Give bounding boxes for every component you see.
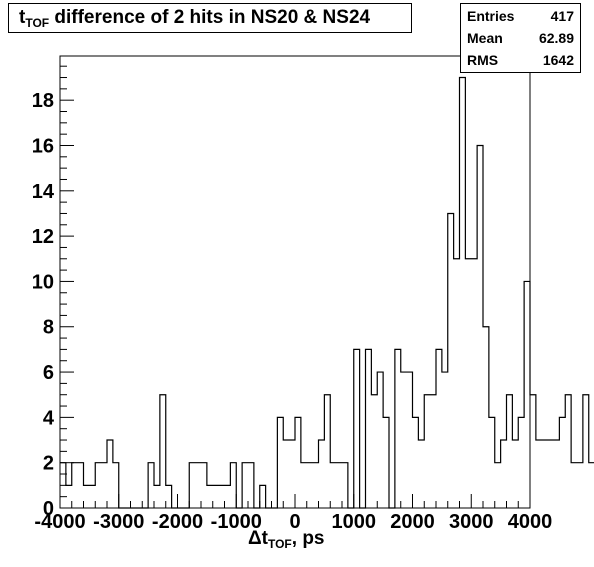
- title-prefix-subscript: TOF: [25, 16, 50, 30]
- x-tick-label: 2000: [390, 511, 435, 533]
- stats-value: 1642: [542, 52, 574, 68]
- x-tick-label: -3000: [93, 511, 144, 533]
- y-tick-label: 10: [32, 271, 54, 293]
- stats-label: RMS: [467, 52, 499, 68]
- y-tick-label: 14: [32, 181, 55, 203]
- y-tick-label: 8: [43, 317, 54, 339]
- y-tick-label: 2: [43, 453, 54, 475]
- x-tick-label: -4000: [34, 511, 85, 533]
- stats-box: Entries 417 Mean 62.89 RMS 1642: [460, 3, 581, 73]
- x-tick-label: -1000: [211, 511, 262, 533]
- x-tick-label: 3000: [449, 511, 494, 533]
- x-tick-label: 0: [289, 511, 300, 533]
- x-label-subscript: TOF: [267, 537, 292, 551]
- title-prefix: t: [19, 7, 26, 28]
- x-tick-label: 1000: [332, 511, 377, 533]
- stats-row-mean: Mean 62.89: [467, 30, 574, 50]
- x-label-prefix: Δt: [248, 528, 268, 549]
- x-tick-label: 4000: [508, 511, 553, 533]
- y-tick-label: 12: [32, 226, 54, 248]
- stats-row-rms: RMS 1642: [467, 52, 574, 72]
- stats-value: 62.89: [538, 30, 574, 46]
- stats-label: Entries: [467, 8, 515, 24]
- histogram-outline: [60, 76, 594, 509]
- x-tick-label: -2000: [152, 511, 203, 533]
- x-label-suffix: , ps: [291, 528, 325, 549]
- stats-label: Mean: [467, 30, 503, 46]
- stats-row-entries: Entries 417: [467, 8, 574, 28]
- y-tick-label: 4: [43, 407, 55, 429]
- title-text: difference of 2 hits in NS20 & NS24: [54, 7, 371, 28]
- y-tick-label: 18: [32, 90, 54, 112]
- y-tick-label: 0: [43, 498, 54, 520]
- stats-value: 417: [550, 8, 574, 24]
- chart-title: tTOF difference of 2 hits in NS20 & NS24: [8, 3, 412, 33]
- y-tick-label: 16: [32, 135, 54, 157]
- y-tick-label: 6: [43, 362, 54, 384]
- x-axis-label: ΔtTOF, ps: [248, 528, 325, 551]
